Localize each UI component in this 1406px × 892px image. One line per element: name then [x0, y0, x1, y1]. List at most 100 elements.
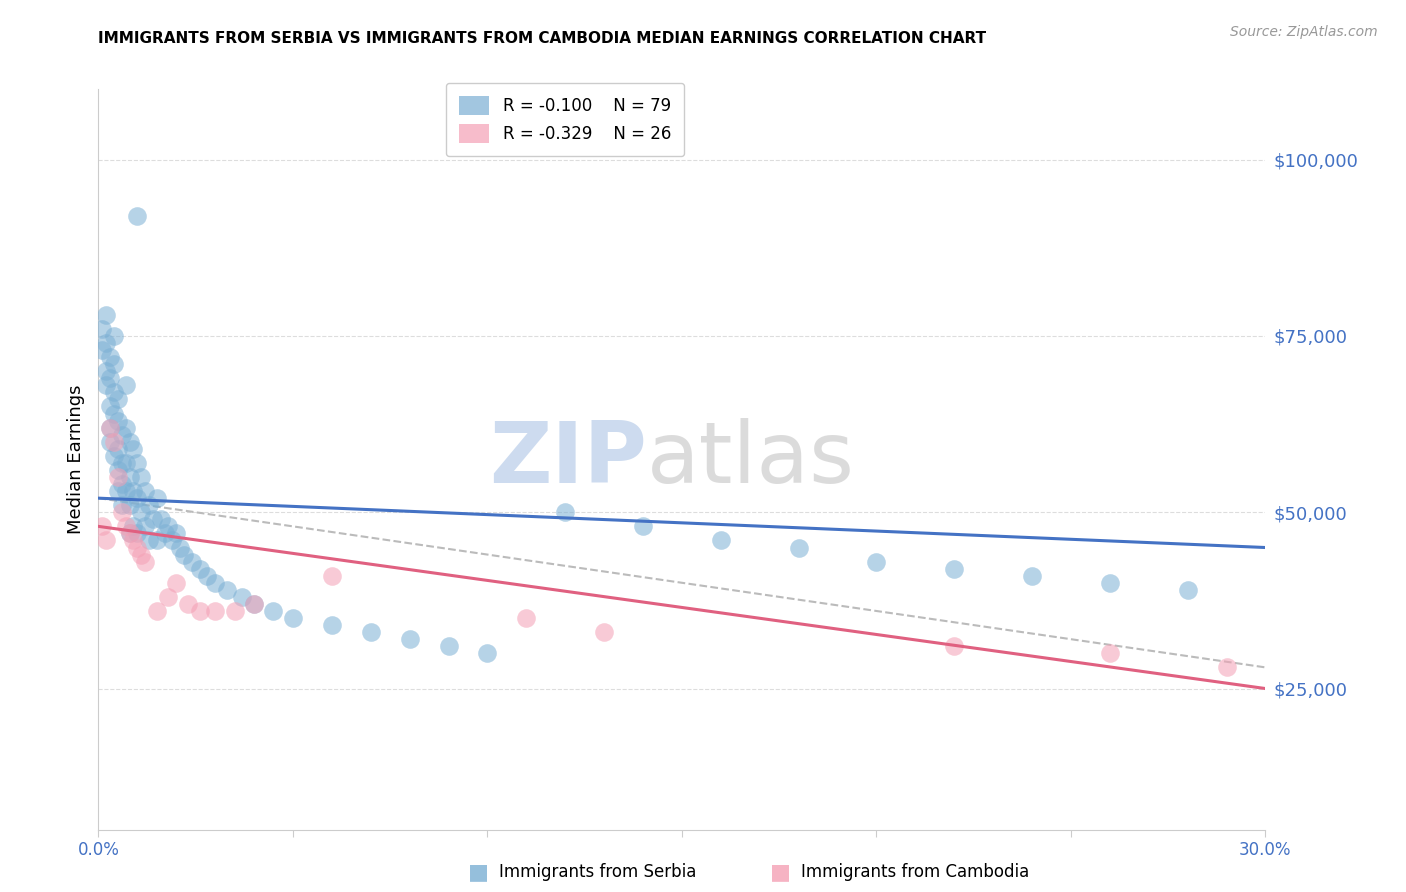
Point — [149, 512, 172, 526]
Point — [153, 526, 176, 541]
Point — [127, 541, 149, 555]
Point — [204, 575, 226, 590]
Point — [138, 533, 160, 548]
Point — [127, 456, 149, 470]
Point — [281, 611, 304, 625]
Point — [1021, 568, 1043, 582]
Point — [114, 420, 136, 434]
Point — [1098, 646, 1121, 660]
Text: Immigrants from Cambodia: Immigrants from Cambodia — [801, 863, 1029, 881]
Point — [631, 519, 654, 533]
Point — [215, 582, 238, 597]
Point — [554, 505, 576, 519]
Point — [98, 371, 121, 385]
Point — [114, 519, 136, 533]
Point — [1215, 660, 1237, 674]
Point — [157, 519, 180, 533]
Point — [118, 470, 141, 484]
Point — [122, 442, 145, 456]
Point — [157, 590, 180, 604]
Point — [437, 639, 460, 653]
Y-axis label: Median Earnings: Median Earnings — [66, 384, 84, 534]
Point — [188, 562, 211, 576]
Point — [103, 434, 125, 449]
Point — [129, 548, 152, 562]
Point — [173, 548, 195, 562]
Point — [710, 533, 733, 548]
Point — [127, 491, 149, 505]
Point — [169, 541, 191, 555]
Point — [142, 512, 165, 526]
Point — [111, 477, 134, 491]
Text: IMMIGRANTS FROM SERBIA VS IMMIGRANTS FROM CAMBODIA MEDIAN EARNINGS CORRELATION C: IMMIGRANTS FROM SERBIA VS IMMIGRANTS FRO… — [98, 31, 987, 46]
Point — [162, 533, 184, 548]
Point — [96, 336, 118, 351]
Point — [865, 555, 887, 569]
Point — [114, 484, 136, 499]
Point — [91, 343, 114, 357]
Point — [96, 364, 118, 378]
Point — [98, 350, 121, 364]
Point — [165, 575, 187, 590]
Point — [127, 526, 149, 541]
Point — [98, 434, 121, 449]
Point — [398, 632, 420, 647]
Point — [138, 498, 160, 512]
Point — [107, 463, 129, 477]
Point — [134, 555, 156, 569]
Text: Source: ZipAtlas.com: Source: ZipAtlas.com — [1230, 25, 1378, 39]
Point — [96, 308, 118, 322]
Point — [118, 498, 141, 512]
Point — [477, 646, 499, 660]
Point — [146, 604, 169, 618]
Point — [96, 533, 118, 548]
Point — [98, 420, 121, 434]
Point — [129, 470, 152, 484]
Point — [360, 625, 382, 640]
Point — [98, 420, 121, 434]
Legend: R = -0.100    N = 79, R = -0.329    N = 26: R = -0.100 N = 79, R = -0.329 N = 26 — [446, 83, 685, 156]
Point — [118, 526, 141, 541]
Point — [122, 533, 145, 548]
Point — [165, 526, 187, 541]
Point — [91, 519, 114, 533]
Point — [114, 378, 136, 392]
Point — [107, 470, 129, 484]
Point — [243, 597, 266, 611]
Point — [98, 400, 121, 414]
Point — [195, 568, 218, 582]
Point — [262, 604, 284, 618]
Point — [515, 611, 537, 625]
Point — [943, 562, 966, 576]
Point — [111, 505, 134, 519]
Point — [224, 604, 246, 618]
Point — [107, 442, 129, 456]
Point — [111, 498, 134, 512]
Text: ■: ■ — [468, 863, 488, 882]
Point — [118, 434, 141, 449]
Point — [91, 322, 114, 336]
Point — [180, 555, 202, 569]
Point — [204, 604, 226, 618]
Point — [96, 378, 118, 392]
Point — [146, 491, 169, 505]
Point — [593, 625, 616, 640]
Text: atlas: atlas — [647, 417, 855, 501]
Point — [1098, 575, 1121, 590]
Point — [111, 427, 134, 442]
Point — [114, 456, 136, 470]
Point — [122, 484, 145, 499]
Point — [111, 456, 134, 470]
Point — [107, 414, 129, 428]
Point — [943, 639, 966, 653]
Point — [177, 597, 200, 611]
Point — [127, 209, 149, 223]
Point — [243, 597, 266, 611]
Point — [1177, 582, 1199, 597]
Point — [103, 385, 125, 400]
Point — [188, 604, 211, 618]
Point — [787, 541, 810, 555]
Point — [103, 407, 125, 421]
Text: Immigrants from Serbia: Immigrants from Serbia — [499, 863, 696, 881]
Point — [134, 484, 156, 499]
